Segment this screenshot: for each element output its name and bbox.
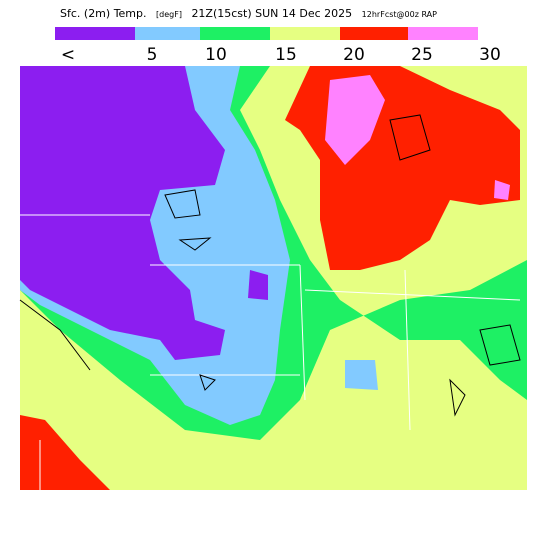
borders bbox=[20, 214, 521, 490]
contours bbox=[19, 114, 521, 417]
zone-25-30 bbox=[325, 75, 385, 165]
legend-label: 15 bbox=[275, 45, 297, 65]
legend-label: 30 bbox=[479, 45, 501, 65]
legend-label: < bbox=[61, 45, 75, 65]
color-swatch bbox=[55, 27, 135, 40]
color-swatch bbox=[340, 27, 408, 40]
color-swatch bbox=[200, 27, 270, 40]
zone-below-5 bbox=[20, 66, 225, 360]
color-bar: <5 10 15 20 25 30 bbox=[55, 27, 501, 65]
zone-5-10 bbox=[345, 360, 378, 390]
zone-20-25 bbox=[20, 415, 110, 490]
legend-label: 10 bbox=[205, 45, 227, 65]
color-swatch bbox=[408, 27, 478, 40]
legend-label: 20 bbox=[343, 45, 365, 65]
title-part: Sfc. (2m) Temp. bbox=[60, 7, 147, 20]
zone-below-5 bbox=[248, 270, 268, 300]
title-part: 12hrFcst@00z RAP bbox=[362, 10, 437, 19]
color-swatch bbox=[135, 27, 200, 40]
legend-label: 25 bbox=[411, 45, 433, 65]
zone-25-30 bbox=[494, 180, 510, 200]
legend-label: 5 bbox=[147, 45, 158, 65]
title-part: 21Z(15cst) SUN 14 Dec 2025 bbox=[191, 7, 352, 20]
title: Sfc. (2m) Temp. [degF] 21Z(15cst) SUN 14… bbox=[60, 7, 437, 20]
color-swatch bbox=[270, 27, 340, 40]
title-part: [degF] bbox=[156, 10, 182, 19]
map bbox=[19, 66, 527, 490]
